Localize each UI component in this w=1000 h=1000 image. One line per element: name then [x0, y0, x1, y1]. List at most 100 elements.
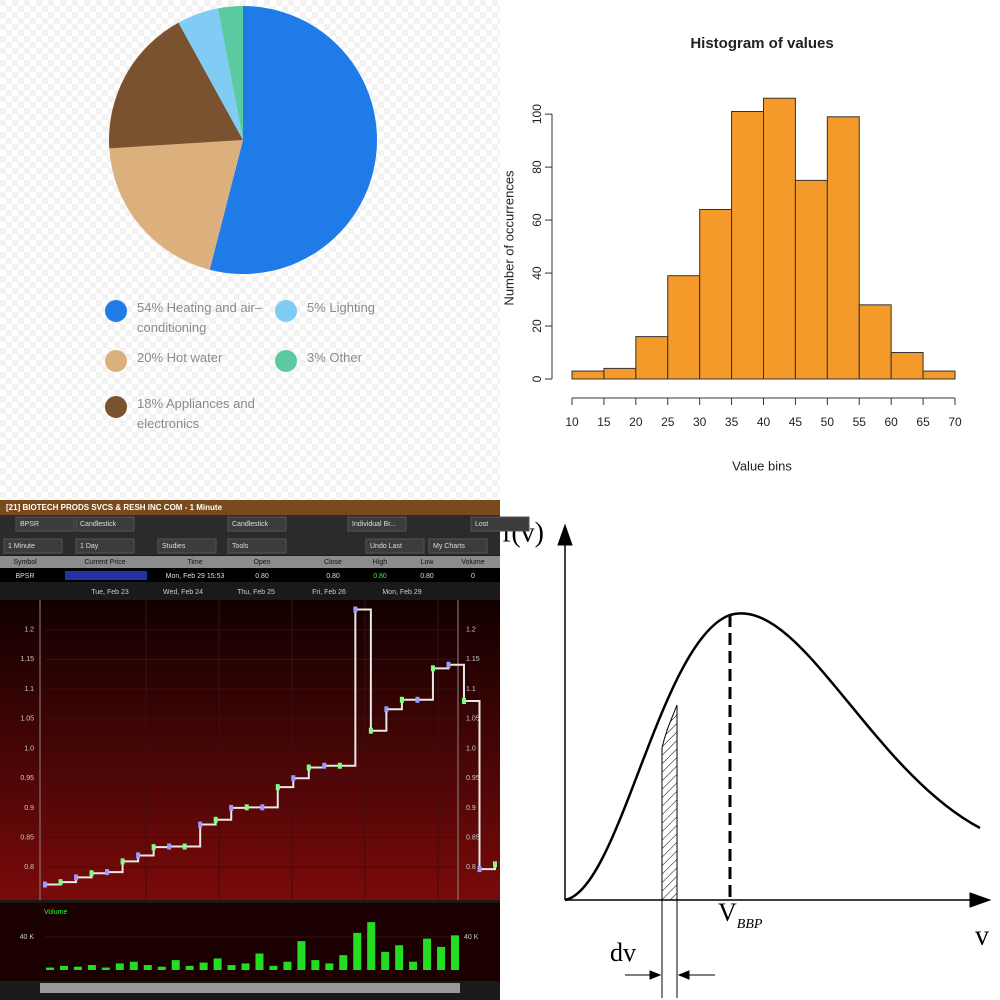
toolbar-button: [470, 516, 530, 532]
legend-label: Other: [329, 350, 362, 365]
histogram-bar: [571, 370, 605, 380]
candle: [291, 775, 296, 782]
x-tick-label: 55: [853, 415, 867, 429]
y-tick-label: 1.15: [20, 656, 34, 663]
toolbar-button: [227, 516, 287, 532]
candle: [275, 784, 280, 791]
candle: [415, 696, 420, 703]
volume-bar: [255, 953, 264, 970]
toolbar-label: Studies: [162, 543, 186, 550]
candle: [477, 866, 482, 873]
legend-value: 20%: [137, 350, 164, 365]
volume-bar: [269, 965, 278, 970]
y-tick-label: 1.1: [24, 686, 34, 693]
candle: [368, 727, 373, 734]
candle: [306, 764, 311, 771]
chart-title: Histogram of values: [690, 35, 833, 52]
candle: [353, 606, 358, 613]
legend-label: Appliances and electronics: [137, 396, 255, 431]
scroll-bar: [40, 983, 460, 993]
volume-bar: [87, 965, 96, 970]
arrow: [557, 523, 573, 546]
toolbar-button: [15, 516, 75, 532]
y-tick-label: 1.2: [24, 627, 34, 634]
y-tick-label: 1.1: [466, 686, 476, 693]
peak-label: VBBP: [718, 898, 763, 932]
window-title: [21] BIOTECH PRODS SVCS & RESH INC COM -…: [6, 503, 223, 512]
toolbar-button: [365, 538, 425, 554]
x-tick-label: Wed, Feb 24: [163, 589, 203, 596]
candle: [446, 661, 451, 668]
volume-bar: [101, 967, 110, 970]
y-tick-label: 1.2: [466, 627, 476, 634]
volume-bar: [283, 961, 292, 970]
pie-slice: [217, 6, 243, 140]
y-tick-label: 0.8: [24, 864, 34, 871]
toolbar-button: [75, 516, 135, 532]
volume-bar: [199, 962, 208, 970]
x-label: v: [975, 920, 989, 951]
toolbar-label: Lost: [475, 521, 488, 528]
candle: [384, 706, 389, 713]
pie-slice: [178, 8, 243, 141]
candle: [493, 861, 497, 868]
toolbar-label: BPSR: [20, 521, 39, 528]
y-tick-label: 40 K: [20, 934, 35, 941]
table-header-cell: Low: [421, 559, 435, 566]
table-header-cell: High: [373, 559, 388, 566]
legend-value: 3%: [307, 350, 326, 365]
table-header-cell: Symbol: [13, 559, 37, 566]
legend-entry: 18% Appliances and electronics: [137, 394, 287, 434]
y-tick-label: 20: [530, 319, 544, 333]
x-tick-label: 20: [629, 415, 643, 429]
toolbar-label: Candlestick: [80, 521, 117, 528]
legend-label: Hot water: [166, 350, 223, 365]
y-tick-label: 1.15: [466, 656, 480, 663]
toolbar-button: [227, 538, 287, 554]
histogram-bar: [603, 367, 637, 380]
candle: [182, 843, 187, 850]
table-cell: 0.80: [326, 573, 340, 580]
y-tick-label: 100: [530, 104, 544, 124]
volume-bar: [339, 955, 348, 970]
price-line: [45, 608, 496, 886]
y-tick-label: 0.95: [20, 775, 34, 782]
toolbar-button: [75, 538, 135, 554]
histogram-bar: [635, 336, 669, 380]
candle: [89, 870, 94, 877]
y-tick-label: 0.85: [466, 834, 480, 841]
x-tick-label: 40: [757, 415, 771, 429]
arrow: [649, 970, 662, 980]
volume-bar: [409, 961, 418, 970]
toolbar-label: 1 Day: [80, 543, 99, 550]
volume-bar: [129, 961, 138, 970]
table-cell: 0: [471, 573, 475, 580]
volume-bar: [367, 922, 376, 970]
x-tick-label: 25: [661, 415, 675, 429]
volume-bar: [171, 960, 180, 970]
volume-bar: [451, 935, 459, 970]
toolbar-button: [3, 538, 63, 554]
table-cell: 0.80: [373, 573, 387, 580]
legend-swatch: [275, 350, 297, 372]
x-tick-label: 50: [821, 415, 835, 429]
arrow: [677, 970, 690, 980]
histogram-bar: [667, 275, 701, 380]
volume-bar: [437, 946, 446, 970]
pie-slice: [209, 6, 378, 275]
candle: [322, 762, 327, 769]
pie-slice: [109, 140, 243, 270]
legend-value: 54%: [137, 300, 164, 315]
toolbar-button: [347, 516, 407, 532]
legend-label: Heating and air–conditioning: [137, 300, 263, 335]
curve: [564, 612, 981, 902]
y-tick-label: 0: [530, 375, 544, 382]
x-tick-label: 15: [597, 415, 611, 429]
volume-bar: [423, 938, 432, 970]
table-cell: 0.80: [420, 573, 434, 580]
volume-label: Volume: [44, 909, 67, 916]
toolbar-label: Tools: [232, 543, 249, 550]
histogram-bar: [794, 179, 828, 380]
